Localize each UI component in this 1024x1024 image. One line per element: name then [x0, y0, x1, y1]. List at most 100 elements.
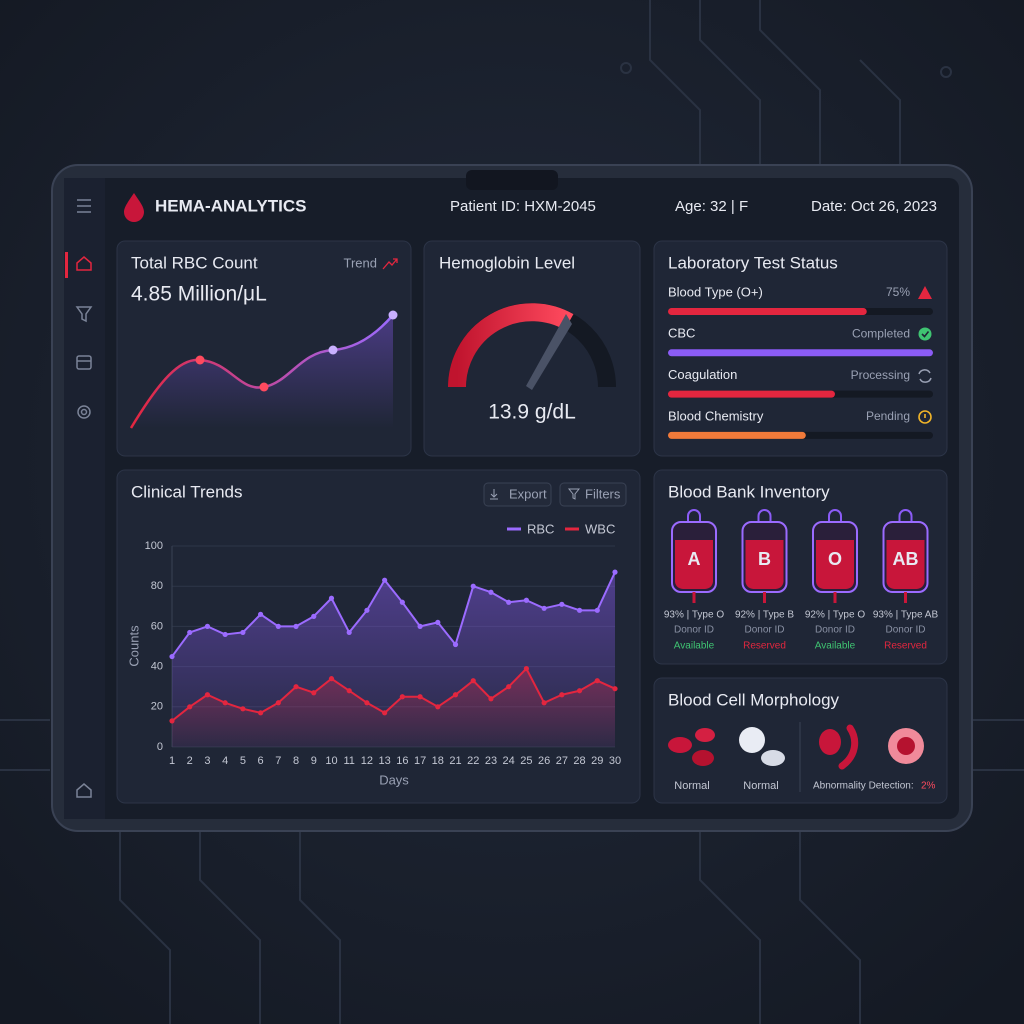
x-tick-label: 16: [396, 755, 408, 767]
data-point: [417, 694, 423, 700]
y-tick-label: 40: [151, 661, 163, 673]
bag-blood: [815, 540, 855, 590]
data-point: [541, 700, 547, 706]
bag-status: Reserved: [743, 641, 786, 652]
report-date: Date: Oct 26, 2023: [811, 198, 937, 215]
x-tick-label: 27: [556, 755, 568, 767]
y-axis-label: Counts: [126, 625, 141, 667]
test-status: Pending: [866, 409, 910, 423]
x-tick-label: 4: [222, 755, 228, 767]
x-tick-label: 28: [573, 755, 585, 767]
bag-donor: Donor ID: [674, 625, 714, 636]
menu-button[interactable]: [77, 199, 91, 213]
trend-icon: [382, 258, 398, 270]
data-point: [187, 629, 193, 636]
x-tick-label: 24: [503, 755, 515, 767]
nav-filter[interactable]: [75, 306, 93, 323]
cell-label: Normal: [743, 780, 778, 792]
hemoglobin-value: 13.9 g/dL: [488, 401, 576, 424]
hemoglobin-card: [423, 240, 641, 457]
legend-label: WBC: [585, 521, 615, 536]
bag-type: O: [828, 549, 842, 569]
x-tick-label: 18: [432, 755, 444, 767]
data-point: [559, 601, 565, 607]
x-tick-label: 7: [275, 755, 281, 767]
x-tick-label: 2: [187, 755, 193, 767]
data-point: [488, 589, 494, 595]
bag-blood: [674, 540, 714, 590]
x-tick-label: 29: [591, 755, 603, 767]
x-tick-label: 23: [485, 755, 497, 767]
data-point: [222, 700, 228, 706]
nav-calendar[interactable]: [76, 355, 92, 370]
data-point: [559, 692, 565, 698]
data-point: [275, 700, 281, 706]
data-point: [328, 676, 335, 682]
x-tick-label: 26: [538, 755, 550, 767]
test-status: Processing: [851, 368, 910, 382]
bag-donor: Donor ID: [885, 625, 925, 636]
gauge-needle: [526, 314, 572, 390]
data-point: [612, 569, 618, 575]
logo: [124, 193, 144, 222]
rbc-value: 4.85 Million/μL: [131, 283, 267, 306]
data-point: [523, 597, 530, 603]
nav-settings[interactable]: [77, 405, 91, 419]
export-button[interactable]: Export: [483, 482, 552, 507]
data-point: [594, 678, 600, 684]
x-tick-label: 10: [325, 755, 337, 767]
y-tick-label: 80: [151, 580, 163, 592]
data-point: [187, 704, 193, 710]
bag-status: Available: [815, 641, 856, 652]
data-point: [169, 653, 175, 660]
data-point: [506, 684, 512, 690]
sparkline-dots: [195, 310, 398, 392]
x-tick-label: 12: [361, 755, 373, 767]
x-tick-label: 25: [520, 755, 532, 767]
gauge-fill: [448, 303, 574, 388]
nav-home-bottom[interactable]: [76, 783, 92, 798]
data-point: [346, 629, 352, 636]
bag-type: B: [758, 549, 771, 569]
data-point: [417, 623, 423, 630]
nav-home[interactable]: [65, 252, 92, 278]
data-point: [204, 623, 211, 630]
data-point: [293, 623, 299, 630]
data-point: [258, 710, 264, 716]
data-point: [222, 631, 228, 638]
data-point: [399, 694, 405, 700]
bag-hanger: [828, 509, 842, 522]
camera-notch: [466, 170, 558, 190]
sidebar: [64, 178, 105, 819]
x-tick-label: 5: [240, 755, 246, 767]
rbc-title: Total RBC Count: [131, 253, 258, 272]
trend-label: Trend: [344, 255, 377, 270]
cell-label: Normal: [674, 780, 709, 792]
sparkline-area: [131, 315, 393, 428]
data-point: [488, 696, 494, 702]
data-point: [169, 718, 175, 724]
blood-bank-title: Blood Bank Inventory: [668, 482, 830, 501]
filters-button[interactable]: Filters: [559, 482, 627, 507]
hemoglobin-title: Hemoglobin Level: [439, 253, 575, 272]
clinical-trends-title: Clinical Trends: [131, 482, 243, 501]
data-point: [541, 605, 547, 611]
bag-detail: 92% | Type O: [805, 610, 865, 621]
bag-hanger: [898, 509, 913, 522]
data-point: [382, 577, 388, 583]
lab-status-card: [653, 240, 948, 457]
y-tick-label: 60: [151, 620, 163, 632]
bag-type: A: [688, 549, 701, 569]
progress-bar: [668, 431, 806, 439]
series-area: [172, 668, 615, 747]
filters-label: Filters: [585, 486, 621, 501]
x-tick-label: 8: [293, 755, 299, 767]
data-point: [311, 613, 317, 619]
data-point: [240, 629, 246, 636]
bag-hanger: [687, 509, 701, 522]
x-tick-label: 1: [169, 755, 175, 767]
patient-id: Patient ID: HXM-2045: [450, 198, 596, 215]
test-name: Blood Chemistry: [668, 408, 764, 423]
series-line: [171, 571, 616, 658]
